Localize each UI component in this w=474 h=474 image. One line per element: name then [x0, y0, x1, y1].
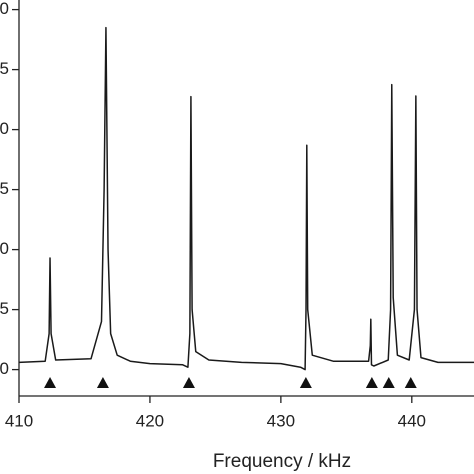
- x-tick-label: 440: [398, 411, 426, 430]
- y-tick-label: 0: [0, 359, 9, 378]
- x-tick-label: 430: [267, 411, 295, 430]
- peak-marker: [44, 377, 57, 388]
- x-tick-label: 420: [136, 411, 164, 430]
- y-tick-label: 5: [0, 179, 9, 198]
- peak-marker: [182, 377, 195, 388]
- y-tick-label: 5: [0, 59, 9, 78]
- x-axis-label: Frequency / kHz: [213, 451, 351, 472]
- peak-marker: [96, 377, 109, 388]
- spectrum-line: [18, 26, 474, 371]
- peak-marker: [404, 377, 417, 388]
- peak-marker: [382, 377, 395, 388]
- peak-marker: [299, 377, 312, 388]
- peak-marker: [365, 377, 378, 388]
- x-tick-label: 410: [5, 411, 33, 430]
- y-tick-label: 0: [0, 239, 9, 258]
- y-tick-label: 5: [0, 299, 9, 318]
- y-tick-label: 0: [0, 0, 9, 18]
- y-tick-label: 0: [0, 119, 9, 138]
